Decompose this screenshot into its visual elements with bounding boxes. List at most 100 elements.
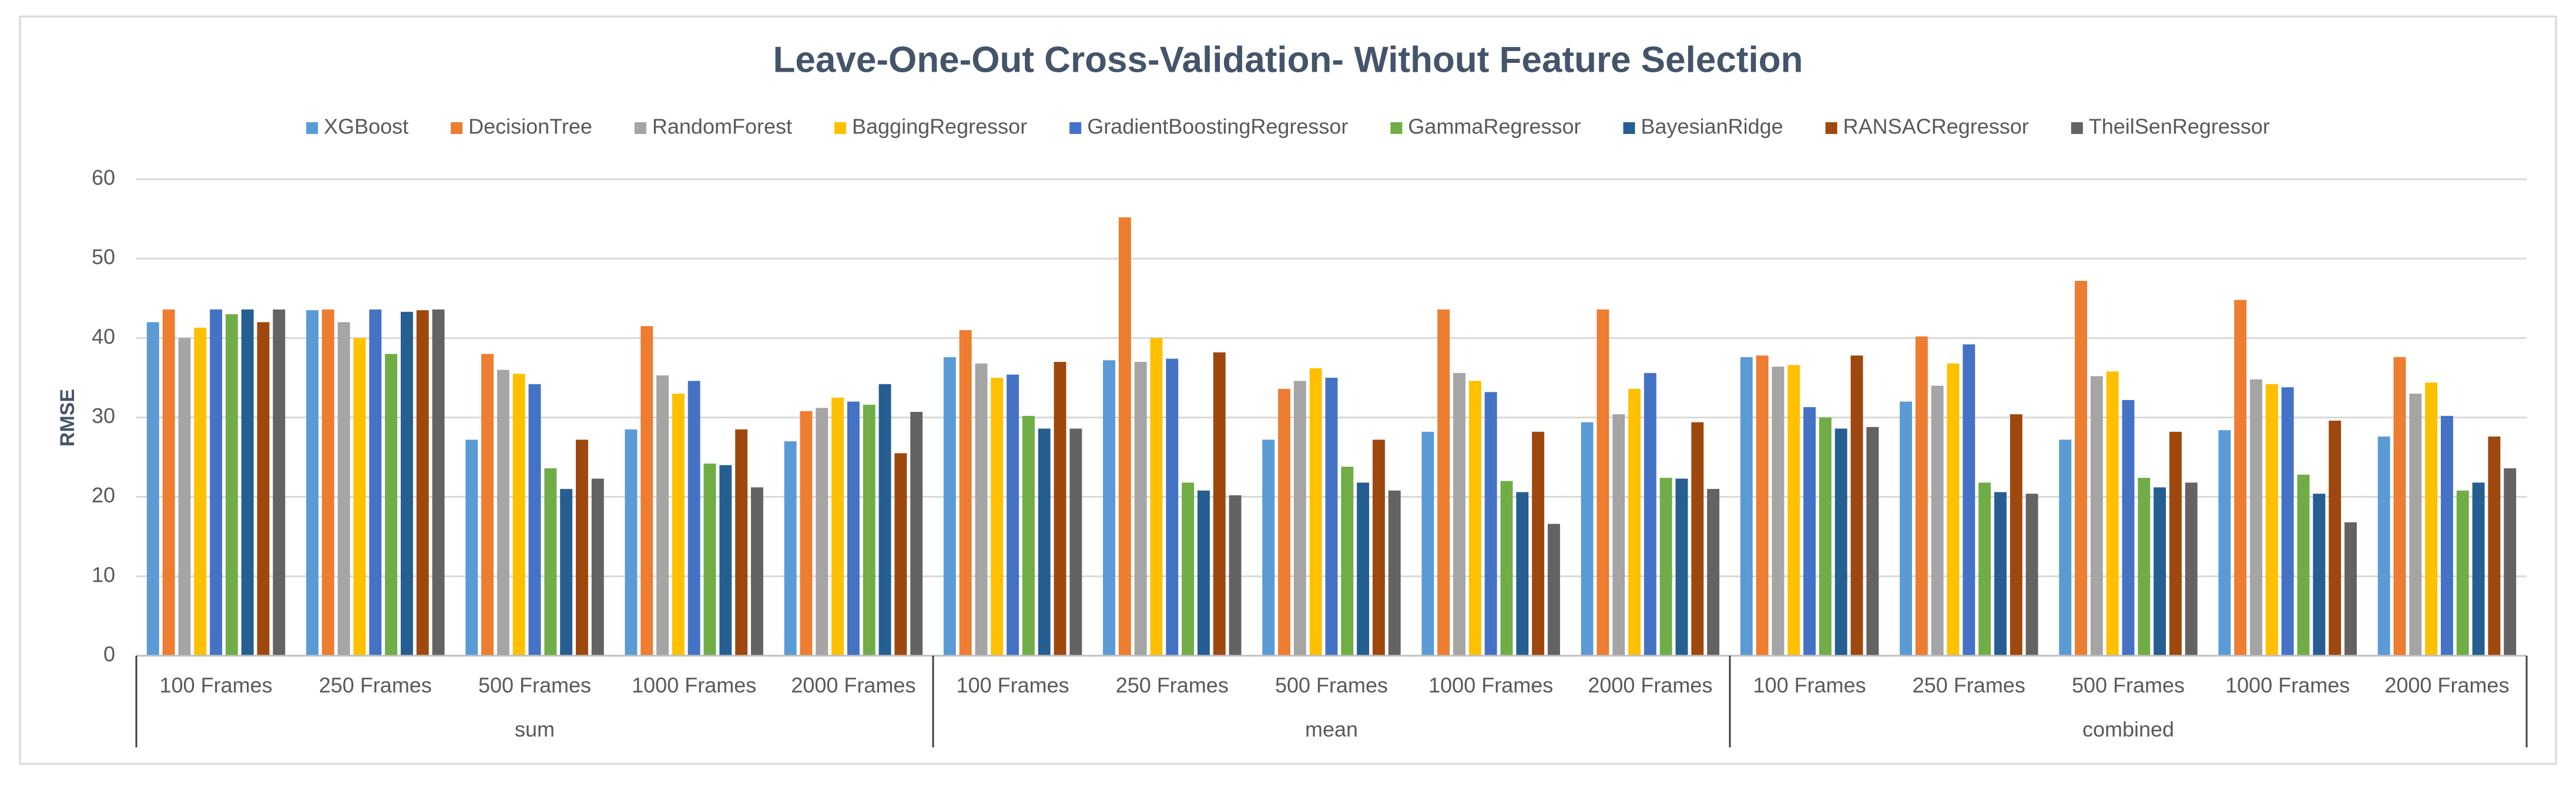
bar	[625, 429, 638, 656]
bar	[2154, 487, 2166, 656]
bar	[751, 487, 763, 656]
bar	[863, 404, 876, 656]
bar	[575, 440, 588, 656]
bar	[640, 326, 653, 656]
bar	[2122, 400, 2135, 656]
bar	[800, 411, 813, 656]
bar	[241, 309, 254, 656]
legend-swatch	[634, 122, 646, 134]
y-tick-label: 0	[103, 642, 115, 666]
bar	[2265, 384, 2278, 656]
bar	[416, 310, 429, 656]
bar	[687, 381, 700, 656]
legend-label: DecisionTree	[468, 115, 592, 139]
bar	[991, 377, 1004, 656]
bar	[321, 309, 334, 656]
bar	[465, 440, 478, 656]
bar	[1740, 357, 1753, 656]
bar	[1516, 492, 1529, 656]
bar	[1372, 440, 1385, 656]
bar	[2297, 474, 2310, 656]
bar	[1532, 431, 1545, 656]
bar	[831, 397, 844, 656]
bar	[194, 327, 207, 656]
bar	[910, 412, 923, 656]
x-tick-label: 2000 Frames	[2384, 673, 2509, 697]
bar	[1628, 388, 1641, 656]
x-tick-label: 1000 Frames	[632, 673, 756, 697]
x-tick-label: 500 Frames	[478, 673, 591, 697]
bar	[1022, 415, 1035, 656]
bar	[544, 468, 557, 656]
bar	[162, 309, 175, 656]
bar	[1150, 338, 1163, 656]
bar	[1357, 482, 1370, 656]
bar	[959, 330, 972, 656]
y-tick-label: 60	[92, 166, 115, 190]
bar	[1581, 422, 1594, 656]
bar	[1341, 467, 1354, 656]
bar	[2169, 431, 2182, 656]
bar	[1643, 373, 1656, 656]
legend-label: GammaRegressor	[1408, 115, 1581, 139]
bar	[2377, 436, 2390, 656]
bar	[528, 384, 541, 656]
bar	[2059, 440, 2072, 656]
bar	[943, 357, 956, 656]
bar	[1069, 428, 1082, 656]
bar	[1325, 377, 1338, 656]
bar	[2185, 482, 2198, 656]
bar	[2234, 300, 2247, 656]
x-tick-label: 100 Frames	[957, 673, 1069, 697]
bar	[1309, 368, 1322, 656]
group-label: sum	[515, 717, 555, 742]
bar	[735, 429, 748, 656]
legend-swatch	[1825, 122, 1837, 134]
bar	[273, 309, 286, 656]
x-tick-label: 500 Frames	[1275, 673, 1388, 697]
bar	[1421, 431, 1434, 656]
bar	[1118, 217, 1131, 656]
y-tick-label: 10	[92, 562, 115, 586]
bar	[146, 322, 159, 656]
bar	[1834, 428, 1847, 656]
bar	[2090, 376, 2103, 656]
x-tick-label: 2000 Frames	[791, 673, 915, 697]
x-tick-label: 1000 Frames	[2225, 673, 2350, 697]
bar	[1278, 388, 1291, 656]
y-tick-label: 40	[92, 324, 115, 348]
legend-swatch	[834, 122, 847, 134]
legend-label: BaggingRegressor	[852, 115, 1027, 139]
bar	[1453, 373, 1466, 656]
bar	[703, 463, 716, 656]
bar	[2106, 371, 2119, 656]
bar	[2440, 415, 2453, 656]
bar	[1103, 360, 1115, 656]
bar	[2409, 393, 2422, 656]
chart-title: Leave-One-Out Cross-Validation- Without …	[773, 39, 1803, 80]
bar	[975, 363, 988, 656]
x-tick-label: 500 Frames	[2072, 673, 2185, 697]
x-tick-label: 250 Frames	[319, 673, 432, 697]
bar	[560, 489, 573, 656]
bar	[1691, 422, 1704, 656]
bar	[2456, 490, 2469, 656]
legend-label: XGBoost	[324, 115, 408, 139]
group-label: combined	[2082, 717, 2174, 742]
bar	[1197, 490, 1210, 656]
bar	[2488, 436, 2501, 656]
bar	[2218, 430, 2231, 656]
x-tick-label: 2000 Frames	[1588, 673, 1712, 697]
legend-swatch	[451, 122, 463, 134]
bar	[1166, 358, 1179, 656]
bar	[784, 441, 797, 656]
bar	[1978, 482, 1991, 656]
y-tick-label: 20	[92, 483, 115, 507]
x-tick-label: 100 Frames	[1753, 673, 1866, 697]
y-axis-title: RMSE	[56, 389, 79, 447]
bar	[816, 408, 829, 656]
group-label: mean	[1305, 717, 1358, 742]
bar	[2344, 522, 2357, 656]
bar	[2075, 281, 2088, 656]
bar	[847, 401, 860, 656]
